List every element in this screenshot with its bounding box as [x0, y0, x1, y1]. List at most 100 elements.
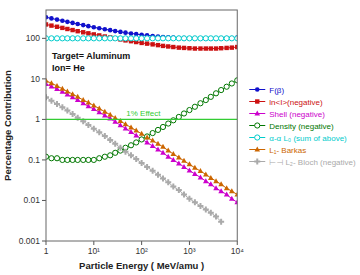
data-point	[213, 36, 218, 41]
data-point	[198, 36, 203, 41]
data-point	[150, 168, 156, 174]
data-point	[55, 17, 60, 22]
legend-label: Shell (negative)	[269, 110, 325, 119]
data-point	[171, 151, 177, 156]
plot-area	[46, 10, 237, 241]
legend-label: L₁- Barkas	[269, 146, 306, 155]
data-point	[55, 25, 59, 29]
data-point	[213, 91, 218, 96]
data-point	[214, 46, 218, 50]
data-point	[75, 157, 80, 162]
data-point	[144, 36, 149, 41]
data-point	[86, 36, 91, 41]
data-point	[145, 41, 149, 45]
data-point	[181, 164, 187, 169]
data-point	[102, 109, 108, 114]
y-tick	[42, 38, 46, 39]
data-point	[198, 46, 202, 50]
data-point	[49, 16, 54, 21]
series-points	[46, 78, 237, 197]
data-point	[182, 46, 186, 50]
data-point	[128, 152, 134, 158]
series-points	[46, 22, 237, 50]
data-point	[161, 44, 165, 48]
data-point	[150, 36, 155, 41]
data-point	[70, 28, 74, 32]
x-tick-label: 1	[44, 246, 49, 256]
data-point	[213, 185, 219, 190]
data-point	[160, 150, 166, 155]
x-tick	[189, 241, 190, 245]
y-tick-label: 0.01	[23, 195, 40, 205]
data-point	[81, 23, 86, 28]
data-point	[208, 36, 213, 41]
data-point	[224, 36, 229, 41]
data-point	[219, 36, 224, 41]
legend-label: α-α L₀ (sum of above)	[269, 134, 347, 143]
data-point	[86, 24, 91, 29]
data-point	[60, 86, 66, 91]
data-point	[186, 196, 192, 202]
data-point	[144, 134, 150, 139]
series-points	[46, 15, 237, 41]
data-point	[193, 36, 198, 41]
data-point	[181, 192, 187, 198]
data-point	[81, 157, 86, 162]
data-point	[218, 188, 224, 193]
data-point	[91, 126, 97, 132]
data-point	[70, 21, 75, 26]
data-point	[166, 121, 171, 126]
data-point	[97, 156, 102, 161]
data-point	[129, 31, 134, 36]
data-point	[177, 45, 181, 49]
data-point	[75, 29, 79, 33]
y-tick	[42, 78, 46, 79]
data-point	[96, 106, 102, 111]
reference-line	[46, 119, 237, 120]
data-point	[165, 179, 171, 185]
data-point	[134, 140, 139, 145]
data-point	[123, 149, 129, 155]
data-point	[203, 36, 208, 41]
data-point	[176, 187, 182, 193]
x-tick-label: 10³	[183, 246, 195, 256]
y-tick	[42, 119, 46, 120]
data-point	[86, 100, 92, 105]
legend-marker	[255, 135, 260, 140]
data-point	[123, 121, 129, 126]
data-point	[75, 94, 81, 99]
data-point	[92, 25, 97, 30]
data-point	[75, 22, 80, 27]
data-point	[133, 133, 139, 138]
data-point	[166, 36, 171, 41]
data-point	[65, 36, 70, 41]
data-point	[155, 147, 161, 152]
x-axis-label: Particle Energy ( MeV/amu )	[79, 260, 204, 271]
data-point	[204, 36, 209, 41]
data-point	[113, 36, 117, 40]
data-point	[187, 36, 192, 41]
data-point	[54, 156, 59, 161]
data-point	[213, 214, 219, 220]
data-point	[96, 129, 102, 135]
data-point	[133, 128, 139, 133]
legend: F(β)ln<I>(negative)Shell (negative)Densi…	[249, 86, 356, 167]
data-point	[203, 178, 209, 183]
data-point	[85, 122, 91, 128]
data-point	[97, 36, 102, 41]
data-point	[192, 36, 197, 41]
data-point	[150, 138, 156, 143]
data-point	[209, 36, 214, 41]
data-point	[75, 36, 80, 41]
data-point	[150, 130, 155, 135]
legend-label: ln<I>(negative)	[269, 98, 323, 107]
data-point	[208, 94, 213, 99]
data-point	[150, 42, 154, 46]
data-point	[139, 160, 145, 166]
annotation: Target= Aluminum	[52, 51, 130, 61]
data-point	[181, 36, 186, 41]
y-tick	[42, 159, 46, 160]
data-point	[198, 101, 203, 106]
x-tick	[93, 241, 94, 245]
data-point	[81, 36, 86, 41]
